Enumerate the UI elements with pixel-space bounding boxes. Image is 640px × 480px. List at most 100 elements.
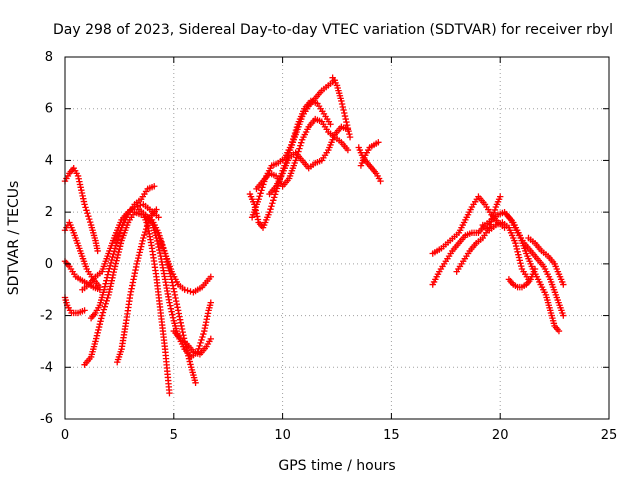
data-point xyxy=(171,291,179,299)
data-point xyxy=(560,281,567,288)
x-tick-label: 0 xyxy=(61,428,69,443)
data-point xyxy=(127,288,135,295)
data-point xyxy=(179,328,186,336)
data-point xyxy=(94,247,101,255)
data-point xyxy=(97,318,104,325)
data-point xyxy=(297,142,304,149)
data-point xyxy=(254,216,262,223)
data-point xyxy=(344,124,352,132)
data-point xyxy=(269,200,276,207)
data-point xyxy=(106,285,114,293)
data-point xyxy=(289,135,297,143)
data-point xyxy=(187,361,194,368)
data-point xyxy=(95,326,102,334)
data-point xyxy=(100,286,108,293)
data-point xyxy=(106,265,113,272)
data-point xyxy=(489,212,497,220)
data-point xyxy=(156,232,163,239)
data-point xyxy=(169,314,177,321)
data-point xyxy=(291,129,299,137)
data-point xyxy=(176,313,183,320)
data-point xyxy=(197,339,204,347)
y-tick-label: 4 xyxy=(45,153,53,168)
x-tick-label: 15 xyxy=(383,428,400,443)
plot-frame xyxy=(64,56,610,420)
data-point xyxy=(116,246,123,253)
data-point xyxy=(289,138,296,146)
data-point xyxy=(159,241,166,248)
data-point xyxy=(271,191,279,198)
data-point xyxy=(168,276,175,283)
y-tick-label: -4 xyxy=(40,360,53,375)
data-point xyxy=(343,121,351,129)
data-point xyxy=(268,203,275,210)
data-point xyxy=(105,268,112,275)
data-point xyxy=(101,283,109,290)
data-point xyxy=(207,273,214,280)
data-point xyxy=(76,181,84,188)
data-point xyxy=(114,254,121,262)
y-tick-label: 0 xyxy=(45,257,53,272)
axis-ticks: 0 5 10 15 20 25 -6 -4 -2 0 2 4 6 8 xyxy=(40,50,617,443)
data-point xyxy=(346,130,353,138)
data-point xyxy=(107,259,115,267)
data-point xyxy=(115,248,122,256)
data-point xyxy=(131,269,139,277)
data-point xyxy=(157,235,164,242)
data-point xyxy=(98,315,105,322)
data-point xyxy=(132,266,139,274)
x-tick-label: 10 xyxy=(274,428,291,443)
data-point xyxy=(200,330,207,338)
data-point xyxy=(86,218,94,226)
data-point xyxy=(142,228,149,236)
data-point xyxy=(192,379,199,386)
data-point xyxy=(298,139,305,146)
data-point xyxy=(132,263,140,271)
data-point xyxy=(137,202,144,209)
data-point xyxy=(162,253,170,260)
data-point xyxy=(338,97,345,105)
data-point xyxy=(83,207,90,214)
data-point xyxy=(167,305,175,312)
data-point xyxy=(166,267,173,274)
data-point xyxy=(79,192,86,200)
y-tick-label: 2 xyxy=(45,205,53,220)
data-point xyxy=(198,336,205,344)
data-point xyxy=(181,286,188,293)
data-point xyxy=(153,206,160,213)
data-point xyxy=(375,139,382,146)
data-point xyxy=(106,262,114,269)
data-point xyxy=(172,294,179,302)
data-point xyxy=(103,297,110,304)
data-point xyxy=(290,132,298,140)
chart-title: Day 298 of 2023, Sidereal Day-to-day VTE… xyxy=(53,22,613,38)
data-point xyxy=(104,294,111,302)
x-tick-label: 25 xyxy=(601,428,618,443)
data-point xyxy=(296,145,303,152)
data-point xyxy=(98,312,106,319)
data-point xyxy=(84,210,91,217)
data-point xyxy=(518,262,525,270)
data-point xyxy=(514,248,521,255)
data-point xyxy=(168,308,175,315)
data-point xyxy=(174,307,182,314)
data-point xyxy=(166,270,174,277)
data-points xyxy=(61,74,567,397)
data-point xyxy=(512,242,520,250)
data-point xyxy=(180,332,187,339)
series-pass-14 xyxy=(170,327,214,358)
data-point xyxy=(513,245,521,253)
data-point xyxy=(207,335,214,343)
y-tick-label: 8 xyxy=(45,50,53,65)
data-point xyxy=(266,208,273,216)
data-point xyxy=(92,335,100,342)
data-point xyxy=(512,239,519,247)
data-point xyxy=(158,238,165,245)
data-point xyxy=(555,327,563,335)
data-point xyxy=(327,121,334,128)
data-point xyxy=(185,355,193,362)
y-tick-label: -2 xyxy=(40,309,53,324)
x-axis-label: GPS time / hours xyxy=(278,458,395,474)
data-point xyxy=(161,250,169,257)
